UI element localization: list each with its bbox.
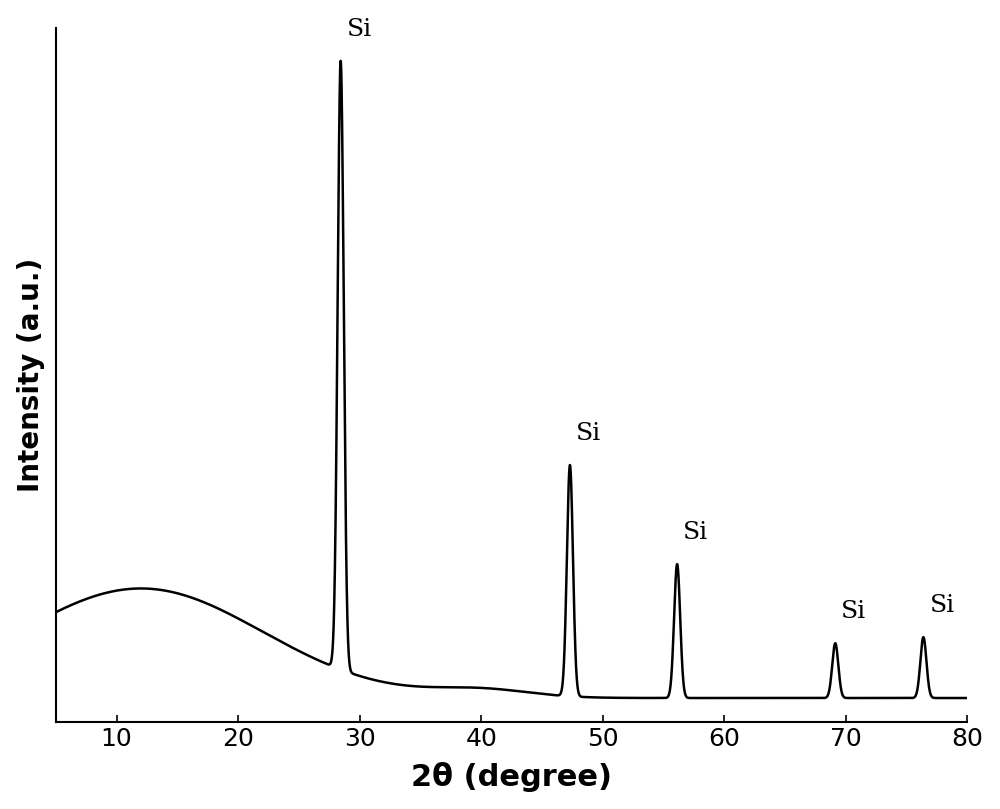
Y-axis label: Intensity (a.u.): Intensity (a.u.) xyxy=(17,258,45,492)
Text: Si: Si xyxy=(347,18,372,41)
Text: Si: Si xyxy=(929,595,955,617)
Text: Si: Si xyxy=(576,422,601,445)
Text: Si: Si xyxy=(683,521,708,544)
X-axis label: 2θ (degree): 2θ (degree) xyxy=(411,762,612,792)
Text: Si: Si xyxy=(841,600,867,624)
